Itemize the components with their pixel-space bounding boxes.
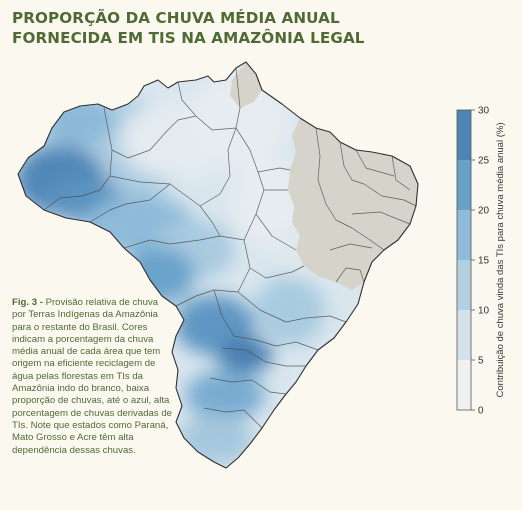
color-legend-tick-label: 10 [478,306,490,317]
title-line-1: PROPORÇÃO DA CHUVA MÉDIA ANUAL [12,9,340,27]
color-legend-segment [457,110,471,160]
color-legend-segment [457,360,471,410]
northeast-no-data-region [288,118,418,290]
color-legend-segment [457,260,471,310]
color-legend: 0 5 10 15 20 25 30 Contribuição de chuva vinda… [456,106,506,417]
color-legend-tick-label: 25 [478,156,490,167]
title-line-2: FORNECIDA EM TIS NA AMAZÔNIA LEGAL [12,29,365,47]
brazil-map [17,61,419,469]
color-legend-tick-label: 15 [478,256,490,267]
figure-label: Fig. 3 - [12,297,43,308]
color-legend-segment [457,210,471,260]
figure-caption: Fig. 3 - Provisão relativa de chuva por … [12,297,172,457]
amapa-no-data-region [230,62,262,108]
page-title: PROPORÇÃO DA CHUVA MÉDIA ANUAL FORNECIDA… [12,8,365,48]
color-legend-tick-label: 20 [478,206,490,217]
color-legend-ticks: 0 5 10 15 20 25 30 [471,106,490,417]
color-legend-tick-label: 0 [478,406,484,417]
figure-caption-text: Provisão relativa de chuva por Terras In… [12,297,172,456]
color-legend-tick-label: 5 [478,356,484,367]
color-legend-segment [457,160,471,210]
color-legend-tick-label: 30 [478,106,490,117]
color-legend-segment [457,310,471,360]
state-borders [43,67,417,429]
color-legend-label: Contribuição de chuva vinda das TIs para… [495,123,506,398]
color-legend-segments [457,110,471,410]
